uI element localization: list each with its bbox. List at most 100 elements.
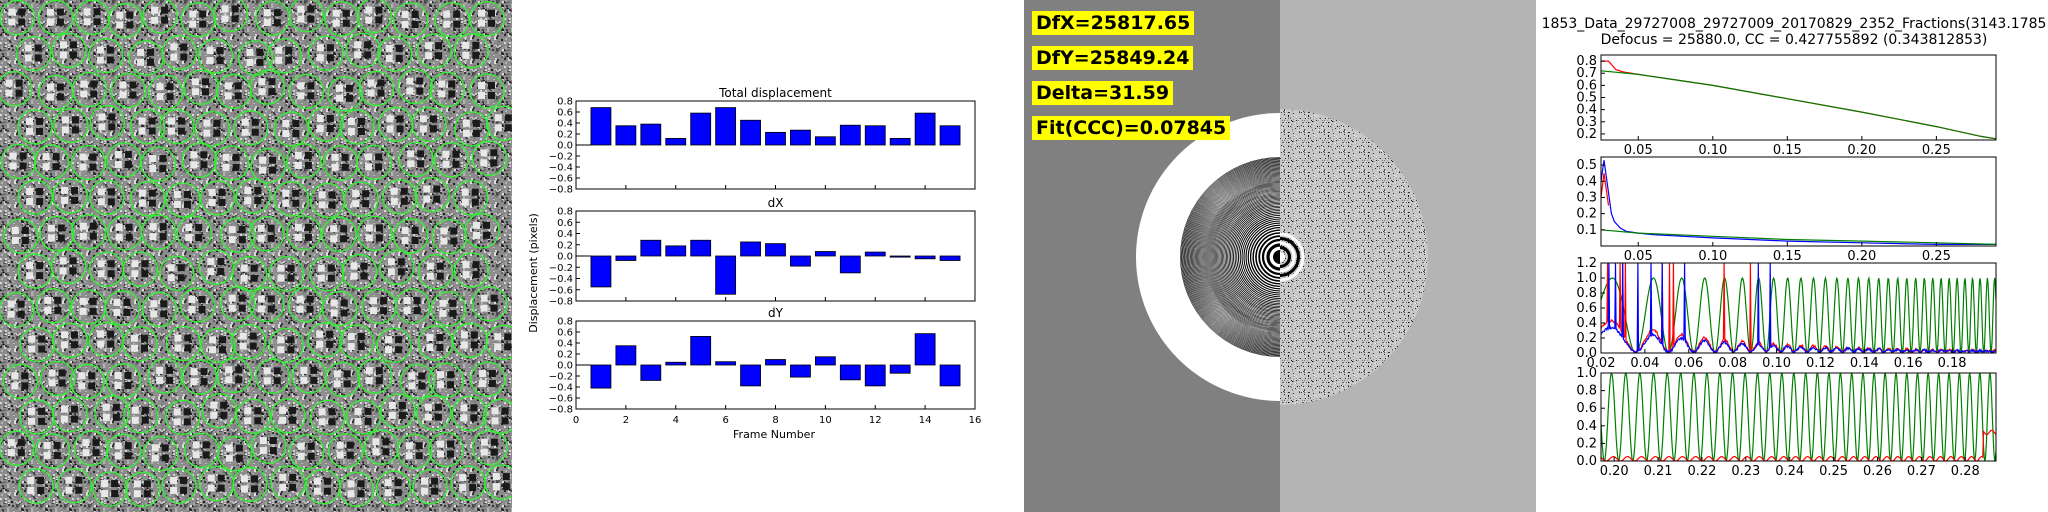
particle-pick bbox=[289, 434, 325, 470]
particle-pick bbox=[394, 288, 431, 324]
bar bbox=[914, 112, 936, 146]
x-tick-label: 0.26 bbox=[1863, 464, 1892, 479]
particle-pick bbox=[0, 143, 37, 180]
particle-pick bbox=[339, 324, 375, 360]
y-tick-label: 0.0 bbox=[557, 361, 573, 372]
bar bbox=[715, 255, 737, 295]
x-tick-label: 0.05 bbox=[1624, 143, 1653, 158]
bar bbox=[814, 136, 836, 146]
y-tick-label: 0.8 bbox=[1576, 54, 1597, 69]
y-tick-label: −0.2 bbox=[549, 372, 573, 383]
y-tick-label: 0.2 bbox=[1576, 127, 1597, 142]
x-tick-label: 0.25 bbox=[1922, 143, 1951, 158]
particle-pick bbox=[0, 291, 35, 328]
bar bbox=[590, 364, 612, 389]
x-tick-label: 0.06 bbox=[1674, 356, 1703, 371]
particle-pick bbox=[411, 106, 447, 143]
particle-pick bbox=[181, 359, 218, 395]
particle-pick bbox=[392, 2, 429, 38]
particle-pick bbox=[180, 1, 216, 38]
power-spectrum-panel: DfX=25817.65 DfY=25849.24 Delta=31.59 Fi… bbox=[1024, 0, 1536, 512]
particle-pick bbox=[3, 218, 39, 254]
particle-pick bbox=[161, 34, 197, 71]
particle-pick bbox=[416, 394, 452, 431]
blue-curve bbox=[1601, 160, 1996, 245]
bar bbox=[765, 131, 786, 146]
bar bbox=[665, 137, 687, 146]
bar bbox=[590, 255, 612, 288]
x-tick-label: 0.15 bbox=[1773, 143, 1802, 158]
defocus-x-label: DfX=25817.65 bbox=[1032, 11, 1195, 35]
particle-pick bbox=[52, 322, 88, 359]
subplot-title: dY bbox=[768, 306, 784, 320]
particle-pick bbox=[142, 0, 178, 34]
bar bbox=[590, 107, 612, 146]
y-tick-label: −0.8 bbox=[549, 185, 573, 196]
particle-pick bbox=[161, 468, 197, 504]
y-tick-label: 0.0 bbox=[1576, 454, 1597, 469]
particle-pick bbox=[159, 108, 195, 145]
particle-pick bbox=[380, 393, 416, 429]
red-curve bbox=[1601, 429, 1996, 461]
y-tick-label: 0.3 bbox=[1576, 190, 1597, 205]
bar bbox=[690, 112, 712, 146]
particle-pick bbox=[308, 35, 344, 71]
bar bbox=[715, 361, 737, 366]
particle-pick bbox=[73, 430, 110, 466]
particle-pick bbox=[129, 108, 166, 145]
micrograph-image bbox=[0, 0, 512, 512]
x-tick-label: 0.02 bbox=[1587, 356, 1616, 371]
x-tick-label: 0.27 bbox=[1907, 464, 1936, 479]
particle-pick bbox=[321, 290, 358, 327]
axes-frame bbox=[1600, 372, 1997, 462]
y-tick-label: 1.0 bbox=[1576, 366, 1597, 381]
particle-pick bbox=[453, 252, 490, 288]
y-tick-label: 0.0 bbox=[1576, 346, 1597, 361]
particle-pick bbox=[89, 179, 125, 216]
x-tick-label: 6 bbox=[722, 415, 728, 426]
particle-pick bbox=[212, 0, 249, 33]
x-tick-label: 0.10 bbox=[1698, 143, 1727, 158]
drift-plots: Displacement (pixels) Frame Number Total… bbox=[527, 86, 981, 441]
particle-pick bbox=[416, 33, 452, 69]
y-tick-label: 0.6 bbox=[1576, 78, 1597, 93]
y-tick-label: 0.6 bbox=[1576, 401, 1597, 416]
ctf-subplot: 1.0 0.8 0.6 0.4 0.2 0.00.20 0.21 0.22 0.23 0.24 0.… bbox=[1576, 366, 1997, 479]
particle-pick bbox=[199, 465, 235, 502]
ctf-subplot: 0.80.70.60.50.40.30.2 0.05 0.10 0.15 0.20 0.2… bbox=[1576, 54, 1997, 158]
particle-pick bbox=[434, 2, 470, 38]
subplot-title: dX bbox=[768, 196, 784, 210]
particle-pick bbox=[429, 71, 465, 108]
x-tick-label: 0.21 bbox=[1644, 464, 1673, 479]
bar bbox=[765, 359, 786, 366]
particle-pick bbox=[201, 392, 237, 429]
particle-pick bbox=[286, 143, 322, 179]
bar bbox=[864, 251, 886, 257]
ctf-fit-plots: 1853_Data_29727008_29727009_20170829_235… bbox=[1542, 16, 2047, 479]
particle-pick bbox=[356, 0, 393, 34]
y-tick-label: 0.4 bbox=[1576, 174, 1597, 189]
bar bbox=[790, 364, 811, 378]
particle-pick bbox=[324, 361, 361, 398]
x-tick-label: 0.22 bbox=[1687, 464, 1716, 479]
particle-pick bbox=[235, 398, 271, 434]
bar bbox=[615, 125, 637, 146]
particle-pick bbox=[123, 398, 159, 434]
y-tick-label: 0.8 bbox=[1576, 384, 1597, 399]
bar bbox=[690, 239, 712, 257]
bar bbox=[640, 364, 662, 381]
x-tick-label: 0.16 bbox=[1894, 356, 1923, 371]
particle-pick bbox=[106, 142, 142, 178]
simulated-ctf-rings bbox=[1136, 113, 1280, 401]
particle-pick bbox=[52, 396, 88, 433]
ctf-fit-panel: 1853_Data_29727008_29727009_20170829_235… bbox=[1536, 0, 2048, 512]
fit-ccc-label: Fit(CCC)=0.07845 bbox=[1032, 116, 1231, 140]
particle-pick bbox=[165, 399, 201, 436]
power-spectrum-image bbox=[1024, 0, 1536, 512]
particle-pick bbox=[71, 214, 107, 250]
x-tick-label: 0.05 bbox=[1624, 249, 1653, 264]
particle-pick bbox=[110, 72, 147, 109]
particle-pick bbox=[469, 73, 505, 109]
particle-pick bbox=[428, 431, 464, 468]
